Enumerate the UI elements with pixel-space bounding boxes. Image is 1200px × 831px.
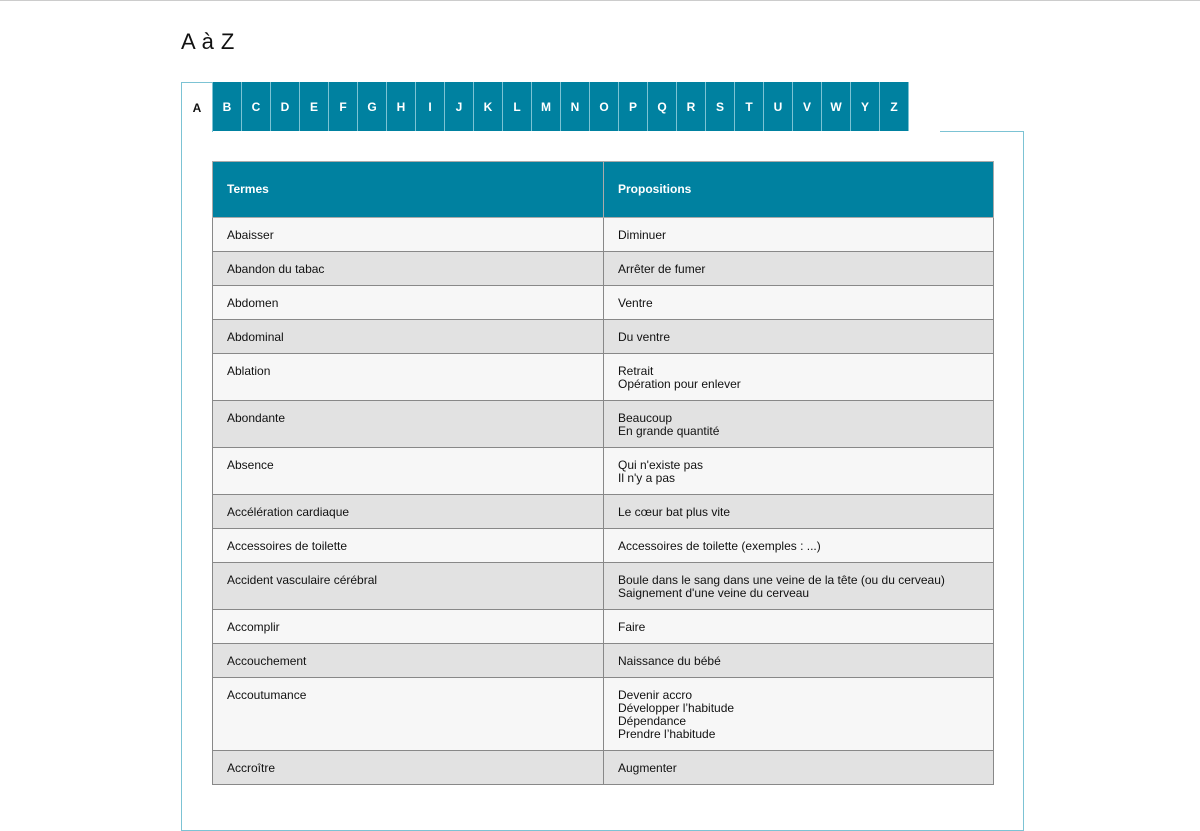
- term-cell: Absence: [212, 447, 604, 495]
- proposition-cell: Naissance du bébé: [603, 643, 994, 678]
- tab-w[interactable]: W: [822, 82, 851, 131]
- tab-s[interactable]: S: [706, 82, 735, 131]
- proposition-text: Prendre l’habitude: [618, 727, 716, 741]
- table-row: Ablation Retrait Opération pour enlever: [212, 353, 994, 401]
- term-cell: Accélération cardiaque: [212, 494, 604, 529]
- proposition-text: Arrêter de fumer: [618, 262, 706, 276]
- proposition-text: Le cœur bat plus vite: [618, 505, 731, 519]
- table-row: Accessoires de toilette Accessoires de to…: [212, 528, 994, 563]
- proposition-cell: Qui n'existe pas Il n'y a pas: [603, 447, 994, 495]
- header-propositions: Propositions: [603, 161, 994, 218]
- tab-y[interactable]: Y: [851, 82, 880, 131]
- proposition-cell: Augmenter: [603, 750, 994, 785]
- proposition-cell: Retrait Opération pour enlever: [603, 353, 994, 401]
- tab-b[interactable]: B: [213, 82, 242, 131]
- page-title: A à Z: [181, 29, 235, 54]
- tab-t[interactable]: T: [735, 82, 764, 131]
- tab-q[interactable]: Q: [648, 82, 677, 131]
- tab-l[interactable]: L: [503, 82, 532, 131]
- proposition-text: Du ventre: [618, 330, 671, 344]
- proposition-text: Beaucoup: [618, 411, 673, 425]
- proposition-cell: Beaucoup En grande quantité: [603, 400, 994, 448]
- tab-n[interactable]: N: [561, 82, 590, 131]
- tab-r[interactable]: R: [677, 82, 706, 131]
- tab-e[interactable]: E: [300, 82, 329, 131]
- proposition-text: Saignement d'une veine du cerveau: [618, 586, 810, 600]
- proposition-text: Qui n'existe pas: [618, 458, 704, 472]
- term-cell: Accouchement: [212, 643, 604, 678]
- table-row: Accroître Augmenter: [212, 750, 994, 785]
- tab-j[interactable]: J: [445, 82, 474, 131]
- table-row: Absence Qui n'existe pas Il n'y a pas: [212, 447, 994, 495]
- proposition-cell: Du ventre: [603, 319, 994, 354]
- proposition-cell: Arrêter de fumer: [603, 251, 994, 286]
- tab-a[interactable]: A: [181, 82, 213, 132]
- proposition-text: Diminuer: [618, 228, 667, 242]
- proposition-cell: Devenir accro Développer l’habitude Dépend…: [603, 677, 994, 751]
- table-row: Accouchement Naissance du bébé: [212, 643, 994, 678]
- proposition-text: Faire: [618, 620, 646, 634]
- tab-c[interactable]: C: [242, 82, 271, 131]
- proposition-cell: Faire: [603, 609, 994, 644]
- glossary-table: Termes Propositions Abaisser Diminuer Aban…: [212, 161, 994, 785]
- tab-u[interactable]: U: [764, 82, 793, 131]
- table-row: Accident vasculaire cérébral Boule dans l…: [212, 562, 994, 610]
- term-cell: Abdominal: [212, 319, 604, 354]
- proposition-text: Retrait: [618, 364, 654, 378]
- tab-z[interactable]: Z: [880, 82, 909, 131]
- proposition-text: Développer l’habitude: [618, 701, 735, 715]
- table-row: Accoutumance Devenir accro Développer l’ha…: [212, 677, 994, 751]
- proposition-cell: Diminuer: [603, 217, 994, 252]
- term-cell: Accomplir: [212, 609, 604, 644]
- tab-m[interactable]: M: [532, 82, 561, 131]
- proposition-text: Il n'y a pas: [618, 471, 675, 485]
- tab-f[interactable]: F: [329, 82, 358, 131]
- table-row: Abdomen Ventre: [212, 285, 994, 320]
- term-cell: Accroître: [212, 750, 604, 785]
- proposition-text: Naissance du bébé: [618, 654, 721, 668]
- proposition-text: Opération pour enlever: [618, 377, 741, 391]
- table-row: Accomplir Faire: [212, 609, 994, 644]
- table-row: Abdominal Du ventre: [212, 319, 994, 354]
- tab-p[interactable]: P: [619, 82, 648, 131]
- term-cell: Abandon du tabac: [212, 251, 604, 286]
- tab-k[interactable]: K: [474, 82, 503, 131]
- tab-v[interactable]: V: [793, 82, 822, 131]
- term-cell: Accoutumance: [212, 677, 604, 751]
- tab-g[interactable]: G: [358, 82, 387, 131]
- term-cell: Abondante: [212, 400, 604, 448]
- tab-o[interactable]: O: [590, 82, 619, 131]
- term-cell: Abaisser: [212, 217, 604, 252]
- term-cell: Abdomen: [212, 285, 604, 320]
- term-cell: Accident vasculaire cérébral: [212, 562, 604, 610]
- tab-panel: Termes Propositions Abaisser Diminuer Aban…: [181, 131, 1024, 831]
- proposition-text: En grande quantité: [618, 424, 720, 438]
- table-row: Accélération cardiaque Le cœur bat plus v…: [212, 494, 994, 529]
- tab-d[interactable]: D: [271, 82, 300, 131]
- proposition-text: Accessoires de toilette (exemples : ...): [618, 539, 821, 553]
- tab-h[interactable]: H: [387, 82, 416, 131]
- tab-i[interactable]: I: [416, 82, 445, 131]
- term-cell: Accessoires de toilette: [212, 528, 604, 563]
- proposition-text: Dépendance: [618, 714, 687, 728]
- proposition-cell: Le cœur bat plus vite: [603, 494, 994, 529]
- table-row: Abondante Beaucoup En grande quantité: [212, 400, 994, 448]
- proposition-cell: Ventre: [603, 285, 994, 320]
- header-termes: Termes: [212, 161, 604, 218]
- table-row: Abaisser Diminuer: [212, 217, 994, 252]
- proposition-text: Devenir accro: [618, 688, 693, 702]
- proposition-text: Augmenter: [618, 761, 677, 775]
- term-cell: Ablation: [212, 353, 604, 401]
- proposition-text: Boule dans le sang dans une veine de la …: [618, 573, 945, 587]
- table-header-row: Termes Propositions: [212, 161, 994, 218]
- proposition-text: Ventre: [618, 296, 653, 310]
- proposition-cell: Accessoires de toilette (exemples : ...): [603, 528, 994, 563]
- table-row: Abandon du tabac Arrêter de fumer: [212, 251, 994, 286]
- proposition-cell: Boule dans le sang dans une veine de la …: [603, 562, 994, 610]
